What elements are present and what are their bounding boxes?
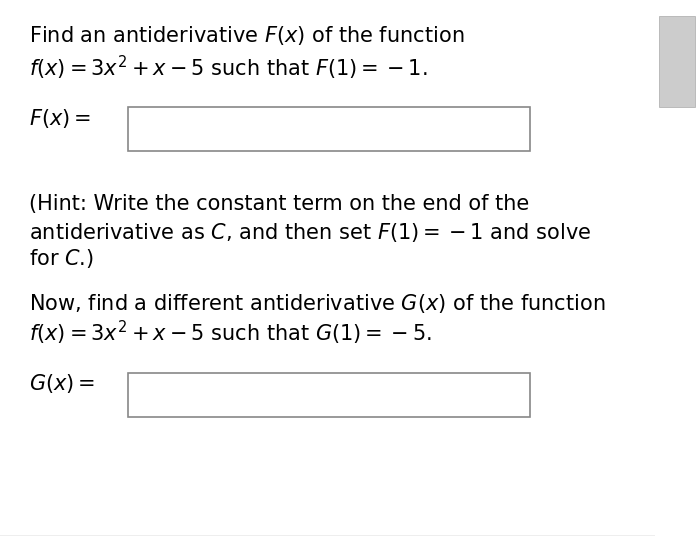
FancyBboxPatch shape [659, 16, 696, 107]
Text: $f(x) = 3x^2 + x - 5$ such that $F(1) = -1$.: $f(x) = 3x^2 + x - 5$ such that $F(1) = … [29, 54, 428, 82]
Text: Find an antiderivative $F(x)$ of the function: Find an antiderivative $F(x)$ of the fun… [29, 24, 465, 47]
Text: (Hint: Write the constant term on the end of the: (Hint: Write the constant term on the en… [29, 194, 530, 214]
Text: $F(x) =$: $F(x) =$ [29, 107, 92, 130]
Text: antiderivative as $C$, and then set $F(1) = -1$ and solve: antiderivative as $C$, and then set $F(1… [29, 221, 591, 244]
Text: Now, find a different antiderivative $G(x)$ of the function: Now, find a different antiderivative $G(… [29, 292, 606, 315]
Text: $f(x) = 3x^2 + x - 5$ such that $G(1) = -5$.: $f(x) = 3x^2 + x - 5$ such that $G(1) = … [29, 319, 432, 347]
Text: $G(x) =$: $G(x) =$ [29, 372, 96, 395]
FancyBboxPatch shape [127, 373, 530, 417]
FancyBboxPatch shape [127, 107, 530, 151]
Text: for $C$.): for $C$.) [29, 248, 94, 271]
